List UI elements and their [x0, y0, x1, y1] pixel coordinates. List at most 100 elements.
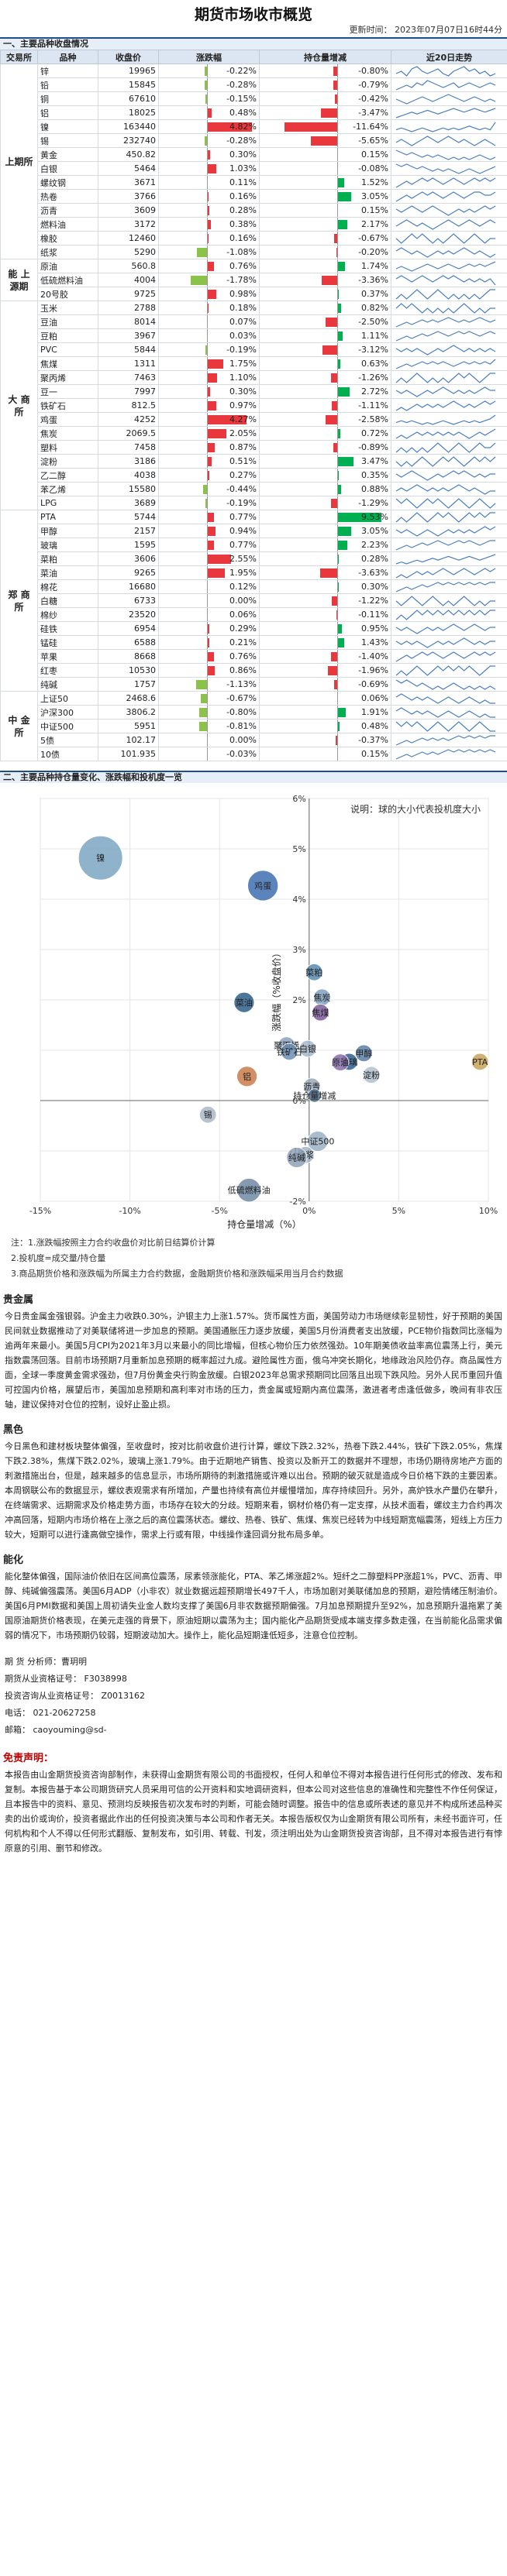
trend-line	[395, 441, 496, 453]
change-bar	[207, 122, 252, 132]
trend-sparkline	[395, 497, 496, 509]
zero-axis	[337, 162, 338, 175]
trend-cell	[391, 468, 507, 483]
product-name: 原油	[37, 259, 98, 273]
change-cell: 0.94%	[158, 524, 260, 538]
trend-sparkline	[395, 567, 496, 579]
product-name: 棉花	[37, 579, 98, 594]
energy-text: 能化整体偏强，国际油价依旧在区间高位震荡，尿素领涨能化，PTA、苯乙烯涨超2%。…	[5, 1571, 502, 1640]
oi-label: 1.74%	[361, 261, 388, 271]
close-price: 3606	[98, 551, 159, 566]
oi-label: -0.20%	[358, 247, 388, 257]
oi-label: 0.15%	[361, 149, 388, 160]
change-bar	[200, 694, 207, 703]
bubble-label: 菜油	[236, 997, 253, 1008]
bubble-label: 鸡蛋	[254, 880, 271, 891]
change-bar	[207, 527, 216, 536]
zero-axis	[337, 287, 338, 301]
trend-sparkline	[395, 665, 495, 676]
trend-sparkline	[395, 748, 496, 760]
y-tick-label: -2%	[289, 1197, 305, 1207]
bubble	[305, 963, 323, 981]
x-axis-label: 持仓量增减（%）	[227, 1218, 301, 1230]
oi-cell: -3.63%	[259, 565, 391, 580]
oi-cell: 3.05%	[259, 524, 391, 538]
oi-label: 3.05%	[361, 526, 388, 536]
bubble-label: 中证500	[301, 1137, 334, 1147]
table-row: 甲醇 2157 0.94% 3.05%	[1, 524, 507, 538]
trend-line	[395, 246, 496, 258]
trend-sparkline	[395, 135, 496, 146]
bubble	[355, 1044, 373, 1063]
oi-cell: 0.82%	[259, 301, 391, 315]
market-table: 交易所 品种 收盘价 涨跌幅 持仓量增减 近20日走势 上期所锌 19965 -0.…	[0, 50, 507, 761]
trend-sparkline	[395, 260, 496, 272]
trend-line	[395, 706, 495, 718]
change-cell: -0.19%	[158, 496, 260, 510]
section-1-title: 一、主要品种收盘情况	[0, 37, 507, 50]
bubble	[312, 1004, 329, 1022]
trend-cell	[391, 719, 507, 733]
zero-axis	[207, 496, 208, 510]
trend-line	[395, 637, 495, 648]
change-label: 1.03%	[229, 163, 257, 173]
trend-cell	[391, 231, 507, 246]
oi-bar	[332, 401, 337, 410]
change-label: -0.22%	[226, 66, 257, 76]
bubble	[78, 835, 123, 881]
change-label: -1.08%	[226, 247, 257, 257]
trend-line	[395, 344, 496, 355]
trend-sparkline	[395, 511, 495, 523]
change-bar	[199, 722, 207, 731]
zero-axis	[207, 441, 208, 454]
oi-label: 0.88%	[361, 484, 388, 494]
zero-axis	[337, 636, 338, 649]
table-row: 棉花 16680 0.12% 0.30%	[1, 579, 507, 594]
close-price: 23520	[98, 607, 159, 622]
zero-axis	[337, 120, 338, 133]
zero-axis	[337, 218, 338, 231]
chart-note-1: 注：1.涨跌幅按照主力合约收盘价对比前日结算价计算	[11, 1238, 216, 1248]
trend-sparkline	[395, 581, 495, 592]
oi-bar	[337, 527, 352, 536]
change-bar	[190, 276, 207, 285]
product-name: 豆一	[37, 384, 98, 399]
table-row: 苯乙烯 15580 -0.44% 0.88%	[1, 482, 507, 496]
chart-note-2: 2.投机度=成交量/持仓量	[11, 1253, 106, 1263]
oi-cell: 0.48%	[259, 719, 391, 733]
change-bar	[207, 471, 210, 480]
zero-axis	[207, 413, 208, 426]
change-label: 0.27%	[229, 470, 257, 480]
table-row: 铝 18025 0.48% -3.47%	[1, 105, 507, 120]
oi-label: -0.79%	[358, 80, 388, 90]
oi-bar	[331, 373, 337, 383]
zero-axis	[337, 566, 338, 579]
oi-label: 0.15%	[361, 205, 388, 215]
oi-cell: -1.26%	[259, 370, 391, 385]
bubble-label: 锡	[204, 1109, 212, 1120]
change-bar	[207, 624, 210, 634]
oi-bar	[337, 513, 382, 522]
product-name: 豆油	[37, 314, 98, 329]
zero-axis	[337, 259, 338, 273]
table-row: 淀粉 3186 0.51% 3.47%	[1, 454, 507, 469]
close-price: 2468.6	[98, 691, 159, 706]
change-label: 4.27%	[229, 414, 257, 424]
change-cell: 0.77%	[158, 510, 260, 524]
trend-cell	[391, 64, 507, 78]
oi-bar	[321, 108, 337, 118]
trend-cell	[391, 217, 507, 232]
oi-cell: 0.15%	[259, 747, 391, 761]
zero-axis	[207, 524, 208, 538]
product-name: 黄金	[37, 147, 98, 162]
zero-axis	[337, 580, 338, 593]
change-bar	[207, 415, 247, 424]
zero-axis	[207, 232, 208, 245]
zero-axis	[337, 538, 338, 551]
zero-axis	[207, 733, 208, 747]
trend-sparkline	[395, 469, 495, 481]
table-row: 豆一 7997 0.30% 2.72%	[1, 384, 507, 399]
trend-sparkline	[395, 525, 496, 537]
bubble-label: 纯碱	[288, 1152, 305, 1163]
change-label: -0.28%	[226, 136, 257, 146]
